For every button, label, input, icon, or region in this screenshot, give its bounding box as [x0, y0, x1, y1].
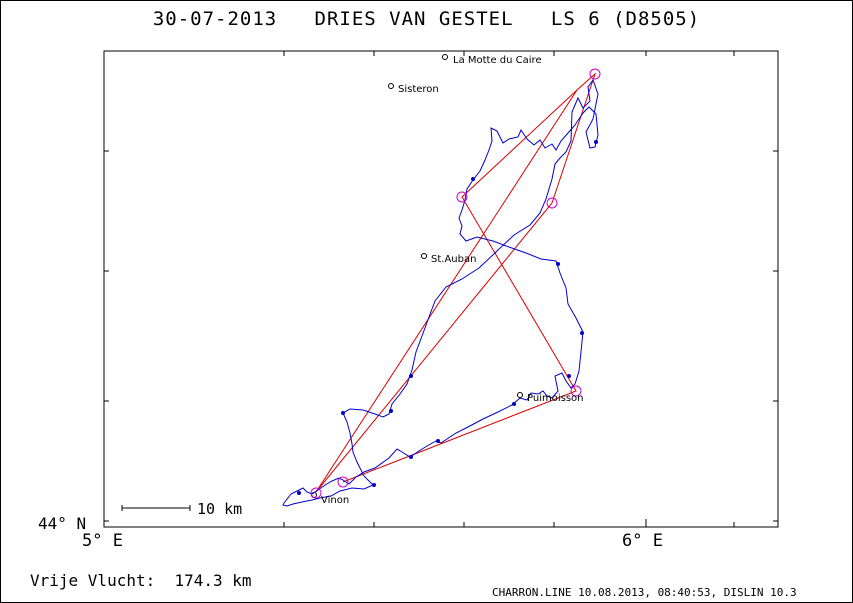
credit-line: CHARRON.LINE 10.08.2013, 08:40:53, DISLI… — [492, 586, 797, 599]
town-label-vinon: Vinon — [321, 495, 350, 506]
scale-label: 10 km — [197, 500, 243, 518]
town-marker — [517, 392, 523, 398]
distance-value: 174.3 km — [174, 571, 252, 590]
flight-distance: Vrije Vlucht: 174.3 km — [30, 571, 252, 590]
town-label-sisteron: Sisteron — [398, 84, 439, 95]
turnpoints — [310, 68, 601, 499]
flight-track — [282, 78, 599, 507]
longitude-label-6e: 6° E — [622, 531, 663, 551]
longitude-label-5e: 5° E — [82, 531, 123, 551]
task-lines — [315, 72, 597, 493]
town-label-puimoisson: Puimoisson — [527, 393, 584, 404]
flight-label: Vrije Vlucht: — [30, 571, 156, 590]
town-label-la-motte-du-caire: La Motte du Caire — [453, 55, 542, 66]
page-title: 30-07-2013 DRIES VAN GESTEL LS 6 (D8505) — [152, 8, 701, 30]
town-marker — [421, 253, 427, 259]
scale-bar — [121, 505, 191, 511]
latitude-label: 44° N — [38, 514, 87, 533]
town-label-st-auban: St.Auban — [431, 254, 477, 265]
town-marker — [388, 83, 394, 89]
town-marker — [442, 54, 448, 60]
